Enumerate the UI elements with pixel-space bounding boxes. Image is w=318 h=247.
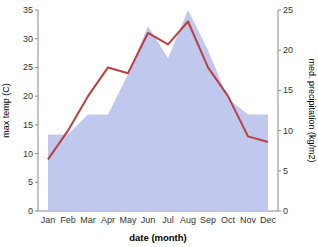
x-tick-label: Mar [80, 215, 96, 225]
y-tick [35, 211, 38, 212]
y2-tick-label: 0 [283, 206, 288, 216]
x-tick-label: Oct [221, 215, 236, 225]
temperature-line [48, 21, 268, 159]
x-tick-label: Aug [180, 215, 196, 225]
y-tick-label: 10 [23, 149, 33, 159]
y-tick-label: 25 [23, 62, 33, 72]
y2-tick-label: 20 [283, 45, 293, 55]
y2-tick-label: 25 [283, 5, 293, 15]
y2-tick [278, 170, 281, 171]
x-tick-label: Apr [101, 215, 115, 225]
y-tick [35, 67, 38, 68]
x-tick-label: Jul [162, 215, 174, 225]
y-tick [35, 96, 38, 97]
x-axis: Jan Feb Mar Apr May Jun Jul Aug Sep Oct NovDec date… [38, 211, 278, 243]
x-axis-label: date (month) [129, 232, 187, 243]
y-tick-label: 30 [23, 34, 33, 44]
y2-tick [278, 211, 281, 212]
y2-tick-label: 10 [283, 126, 293, 136]
precipitation-area [48, 10, 268, 211]
plot-area [48, 10, 268, 211]
y2-axis-line [278, 10, 279, 211]
y-tick-label: 15 [23, 120, 33, 130]
x-tick-label: Nov [240, 215, 257, 225]
y-tick [35, 38, 38, 39]
y2-tick-label: 15 [283, 85, 293, 95]
y-tick-label: 20 [23, 91, 33, 101]
y-tick-label: 35 [23, 5, 33, 15]
x-tick-label: Sep [200, 215, 216, 225]
x-tick-label: Feb [60, 215, 76, 225]
chart: 0 5 10 15 20 25 30 35 max temp (C) 0 5 10 15 20 25 med.… [0, 0, 318, 247]
y-axis-label: max temp (C) [1, 83, 11, 138]
y-axis: 0 5 10 15 20 25 30 35 max temp (C) [1, 5, 38, 216]
y2-tick-label: 5 [283, 166, 288, 176]
y-axis-line [38, 10, 39, 211]
y-tick [35, 182, 38, 183]
x-tick-label: Jun [141, 215, 156, 225]
y2-tick [278, 90, 281, 91]
x-tick-label: Dec [260, 215, 277, 225]
y-tick [35, 153, 38, 154]
y2-axis: 0 5 10 15 20 25 med. precipitation (kg/m2) [278, 5, 317, 216]
y-tick-label: 5 [28, 177, 33, 187]
y2-axis-label: med. precipitation (kg/m2) [307, 58, 317, 162]
y-tick [35, 124, 38, 125]
y-tick-label: 0 [28, 206, 33, 216]
y2-tick [278, 10, 281, 11]
y2-tick [278, 130, 281, 131]
x-tick-label: Jan [41, 215, 56, 225]
y-tick [35, 10, 38, 11]
x-tick-label: May [119, 215, 137, 225]
y2-tick [278, 50, 281, 51]
